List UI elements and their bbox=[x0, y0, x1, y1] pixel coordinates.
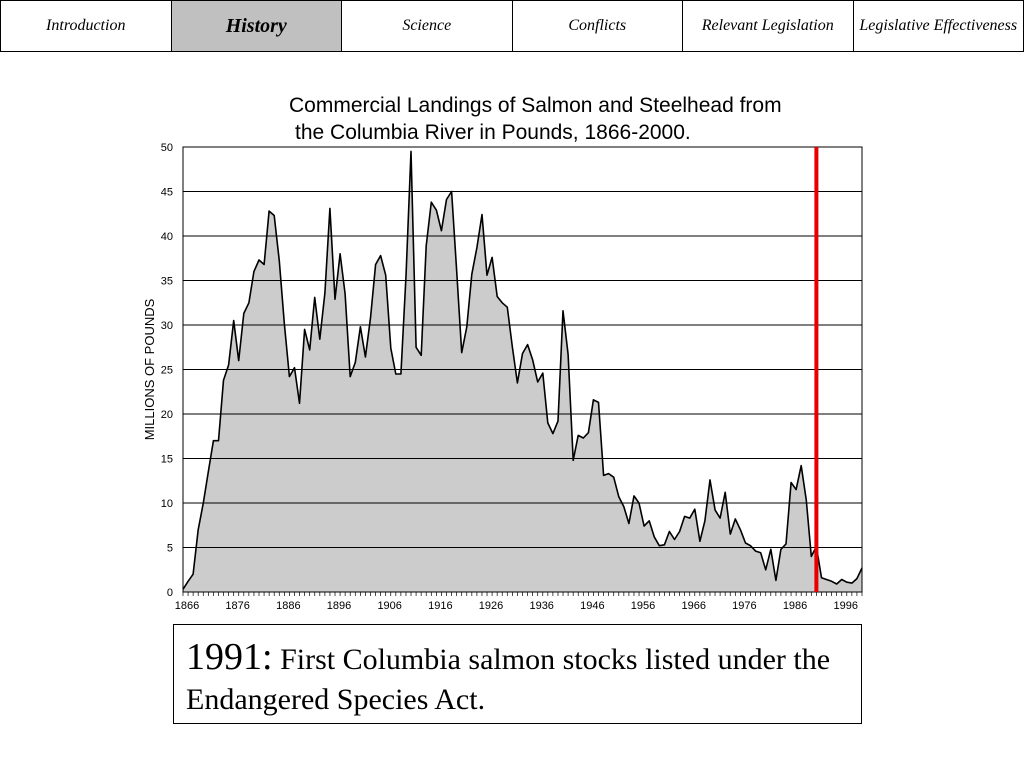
y-tick-label-20: 20 bbox=[161, 409, 173, 421]
tab-science[interactable]: Science bbox=[341, 0, 512, 52]
tab-conflicts[interactable]: Conflicts bbox=[511, 0, 682, 52]
x-tick-label-1876: 1876 bbox=[225, 600, 249, 612]
chart-title-line1: Commercial Landings of Salmon and Steelh… bbox=[289, 94, 782, 117]
x-tick-label-1886: 1886 bbox=[276, 600, 300, 612]
caption-year: 1991: bbox=[186, 636, 273, 678]
x-tick-label-1966: 1966 bbox=[681, 600, 705, 612]
tab-introduction[interactable]: Introduction bbox=[0, 0, 171, 52]
x-tick-label-1906: 1906 bbox=[377, 600, 401, 612]
y-tick-label-10: 10 bbox=[161, 498, 173, 510]
x-tick-label-1986: 1986 bbox=[783, 600, 807, 612]
caption-text: First Columbia salmon stocks listed unde… bbox=[186, 643, 831, 716]
x-tick-label-1996: 1996 bbox=[833, 600, 857, 612]
chart-title: Commercial Landings of Salmon and Steelh… bbox=[289, 92, 889, 146]
y-tick-label-15: 15 bbox=[161, 454, 173, 466]
series-line bbox=[182, 150, 863, 590]
y-axis-label: MILLIONS OF POUNDS bbox=[142, 298, 157, 440]
x-tick-label-1916: 1916 bbox=[428, 600, 452, 612]
y-tick-label-50: 50 bbox=[161, 142, 173, 154]
x-tick-label-1896: 1896 bbox=[327, 600, 351, 612]
y-tick-label-40: 40 bbox=[161, 231, 173, 243]
x-tick-label-1926: 1926 bbox=[479, 600, 503, 612]
x-tick-label-1936: 1936 bbox=[529, 600, 553, 612]
y-tick-label-0: 0 bbox=[167, 587, 173, 599]
tab-relevant-legislation[interactable]: Relevant Legislation bbox=[682, 0, 853, 52]
y-tick-label-30: 30 bbox=[161, 320, 173, 332]
series-area bbox=[183, 151, 862, 592]
landings-chart: 0 5 10 15 20 25 30 35 40 45 50 1866 1876 1886 1896 1906… bbox=[142, 142, 863, 612]
y-tick-label-45: 45 bbox=[161, 187, 173, 199]
caption-box: 1991: First Columbia salmon stocks liste… bbox=[173, 624, 862, 724]
x-tick-label-1866: 1866 bbox=[175, 600, 199, 612]
chart-title-line2: the Columbia River in Pounds, 1866-2000. bbox=[295, 121, 691, 144]
x-tick-label-1956: 1956 bbox=[631, 600, 655, 612]
tab-bar: Introduction History Science Conflicts R… bbox=[0, 0, 1024, 52]
tab-history[interactable]: History bbox=[170, 0, 341, 52]
y-tick-label-5: 5 bbox=[167, 543, 173, 555]
y-tick-label-35: 35 bbox=[161, 276, 173, 288]
y-tick-label-25: 25 bbox=[161, 365, 173, 377]
x-tick-label-1946: 1946 bbox=[580, 600, 604, 612]
x-tick-label-1976: 1976 bbox=[732, 600, 756, 612]
